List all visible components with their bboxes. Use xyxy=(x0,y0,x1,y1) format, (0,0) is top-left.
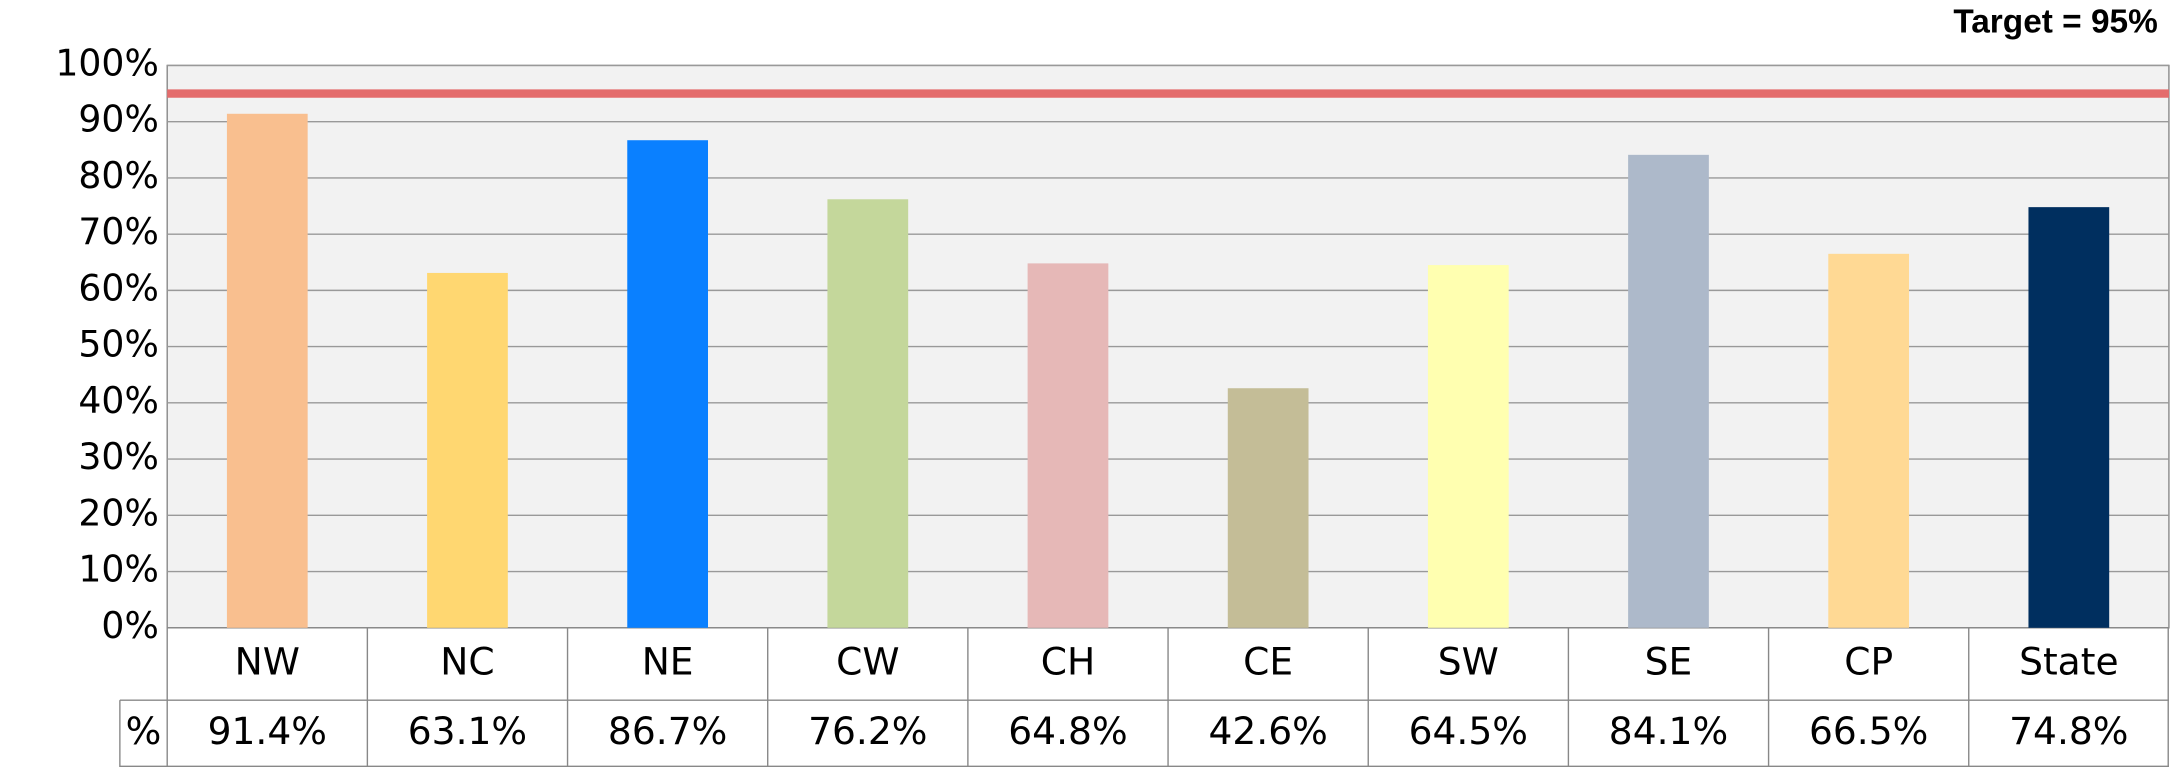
x-tick-label: CW xyxy=(836,639,899,683)
value-label: 86.7% xyxy=(608,709,727,753)
x-tick-label: CH xyxy=(1041,639,1096,683)
bar xyxy=(427,272,508,628)
value-label: 63.1% xyxy=(408,709,527,753)
bar xyxy=(1027,263,1109,628)
value-label: 66.5% xyxy=(1809,709,1928,753)
x-tick-label: SW xyxy=(1438,639,1499,683)
y-tick-label: 80% xyxy=(78,154,158,197)
x-tick-label: NE xyxy=(642,639,694,683)
value-label: 64.5% xyxy=(1409,709,1528,753)
value-label: 74.8% xyxy=(2009,709,2128,753)
y-tick-label: 50% xyxy=(78,323,158,366)
y-tick-label: 100% xyxy=(55,41,158,84)
value-label: 64.8% xyxy=(1008,709,1127,753)
value-label: 76.2% xyxy=(808,709,927,753)
bar xyxy=(1628,154,1709,628)
bar xyxy=(1227,388,1309,628)
x-tick-label: CE xyxy=(1243,639,1293,683)
value-label: 42.6% xyxy=(1208,709,1327,753)
table-row-label: % xyxy=(126,709,162,753)
y-tick-label: 0% xyxy=(101,604,158,647)
x-tick-label: SE xyxy=(1645,639,1693,683)
target-annotation: Target = 95% xyxy=(1953,3,2157,40)
x-tick-label: NC xyxy=(440,639,494,683)
bar xyxy=(827,199,909,628)
y-tick-label: 40% xyxy=(78,379,158,422)
y-tick-label: 90% xyxy=(78,98,158,141)
bar xyxy=(226,113,308,628)
bar xyxy=(627,140,708,628)
x-tick-label: CP xyxy=(1844,639,1893,683)
bar xyxy=(2028,207,2110,628)
y-tick-label: 30% xyxy=(78,435,158,478)
bar xyxy=(1828,253,1910,628)
y-tick-label: 60% xyxy=(78,266,158,309)
value-label: 84.1% xyxy=(1609,709,1728,753)
x-tick-label: State xyxy=(2019,639,2118,683)
y-tick-label: 10% xyxy=(78,548,158,591)
y-tick-label: 20% xyxy=(78,491,158,534)
x-tick-label: NW xyxy=(235,639,300,683)
bar xyxy=(1427,265,1509,628)
value-label: 91.4% xyxy=(208,709,327,753)
y-tick-label: 70% xyxy=(78,210,158,253)
